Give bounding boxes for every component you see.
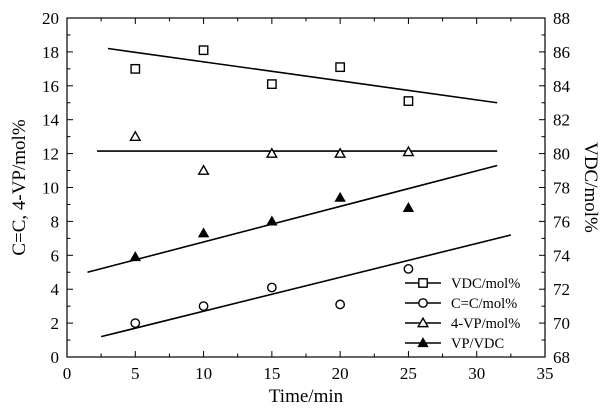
y-left-tick-label: 12 xyxy=(42,145,59,164)
y-right-tick-label: 82 xyxy=(553,111,570,130)
legend: VDC/mol% C=C/mol% 4-VP/mol% VP/VDC xyxy=(405,276,520,352)
ticks-layer: 0 5 10 15 20 25 30 3502468101214161820687072747… xyxy=(42,9,571,383)
data-point-s2-0 xyxy=(129,130,142,141)
data-point-s2-2 xyxy=(265,147,278,158)
data-point-s0-2 xyxy=(266,79,277,90)
y-right-tick-label: 68 xyxy=(553,348,570,367)
data-point-s0-4 xyxy=(403,96,414,106)
y-axis-left-title: C=C, 4-VP/mol% xyxy=(9,119,30,256)
legend-label: C=C/mol% xyxy=(451,296,517,312)
data-point-s3-2 xyxy=(266,215,278,226)
x-tick-label: 5 xyxy=(131,364,140,383)
data-point-s1-3 xyxy=(335,299,346,310)
y-left-tick-label: 2 xyxy=(51,314,60,333)
legend-marker xyxy=(416,316,430,328)
legend-marker xyxy=(417,337,429,348)
y-right-tick-label: 86 xyxy=(553,43,570,62)
y-right-tick-label: 88 xyxy=(553,9,570,28)
data-point-s3-0 xyxy=(129,251,141,262)
data-point-s3-1 xyxy=(197,227,210,238)
y-right-tick-label: 76 xyxy=(553,212,570,231)
y-left-tick-label: 6 xyxy=(51,246,60,265)
x-tick-label: 0 xyxy=(63,364,72,383)
x-tick-label: 10 xyxy=(195,364,212,383)
y-right-tick-label: 72 xyxy=(553,280,570,299)
y-left-tick-label: 4 xyxy=(51,280,60,299)
trend-line-1 xyxy=(100,234,512,338)
x-tick-label: 15 xyxy=(263,364,280,383)
y-left-tick-label: 16 xyxy=(42,77,59,96)
data-point-s2-1 xyxy=(197,164,210,175)
y-left-tick-label: 20 xyxy=(42,9,59,28)
data-point-s2-4 xyxy=(402,145,415,157)
data-point-s3-4 xyxy=(402,202,415,212)
y-left-tick-label: 0 xyxy=(51,348,60,367)
data-point-s2-3 xyxy=(334,147,347,158)
trend-line-0 xyxy=(107,47,498,104)
data-point-s1-1 xyxy=(198,301,209,312)
data-point-s1-2 xyxy=(266,282,277,293)
trend-layer xyxy=(87,47,512,338)
marker-layer xyxy=(129,45,415,328)
x-tick-label: 25 xyxy=(400,364,417,383)
data-point-s0-3 xyxy=(335,62,346,73)
y-right-tick-label: 70 xyxy=(553,314,570,333)
y-right-tick-label: 74 xyxy=(553,246,571,265)
y-right-tick-label: 80 xyxy=(553,145,570,164)
y-right-tick-label: 78 xyxy=(553,179,570,198)
legend-label: VDC/mol% xyxy=(451,276,520,292)
y-left-tick-label: 18 xyxy=(42,43,59,62)
plot-frame xyxy=(66,17,546,358)
y-left-tick-label: 10 xyxy=(42,179,59,198)
x-axis-title: Time/min xyxy=(269,386,344,407)
legend-label: VP/VDC xyxy=(451,336,504,352)
y-left-tick-label: 14 xyxy=(42,111,60,130)
x-tick-label: 20 xyxy=(332,364,349,383)
y-left-tick-label: 8 xyxy=(51,212,60,231)
data-point-s1-0 xyxy=(130,318,141,328)
data-point-s0-1 xyxy=(198,45,209,56)
trend-line-3 xyxy=(87,164,498,274)
legend-marker xyxy=(418,298,428,308)
legend-label: 4-VP/mol% xyxy=(451,316,520,332)
legend-marker xyxy=(418,278,428,288)
y-axis-right-title: VDC/mol% xyxy=(580,142,600,233)
x-tick-label: 35 xyxy=(537,364,554,383)
data-point-s1-4 xyxy=(403,263,414,274)
y-right-tick-label: 84 xyxy=(553,77,571,96)
x-tick-label: 30 xyxy=(468,364,485,383)
data-point-s0-0 xyxy=(130,63,141,74)
data-point-s3-3 xyxy=(334,191,346,202)
